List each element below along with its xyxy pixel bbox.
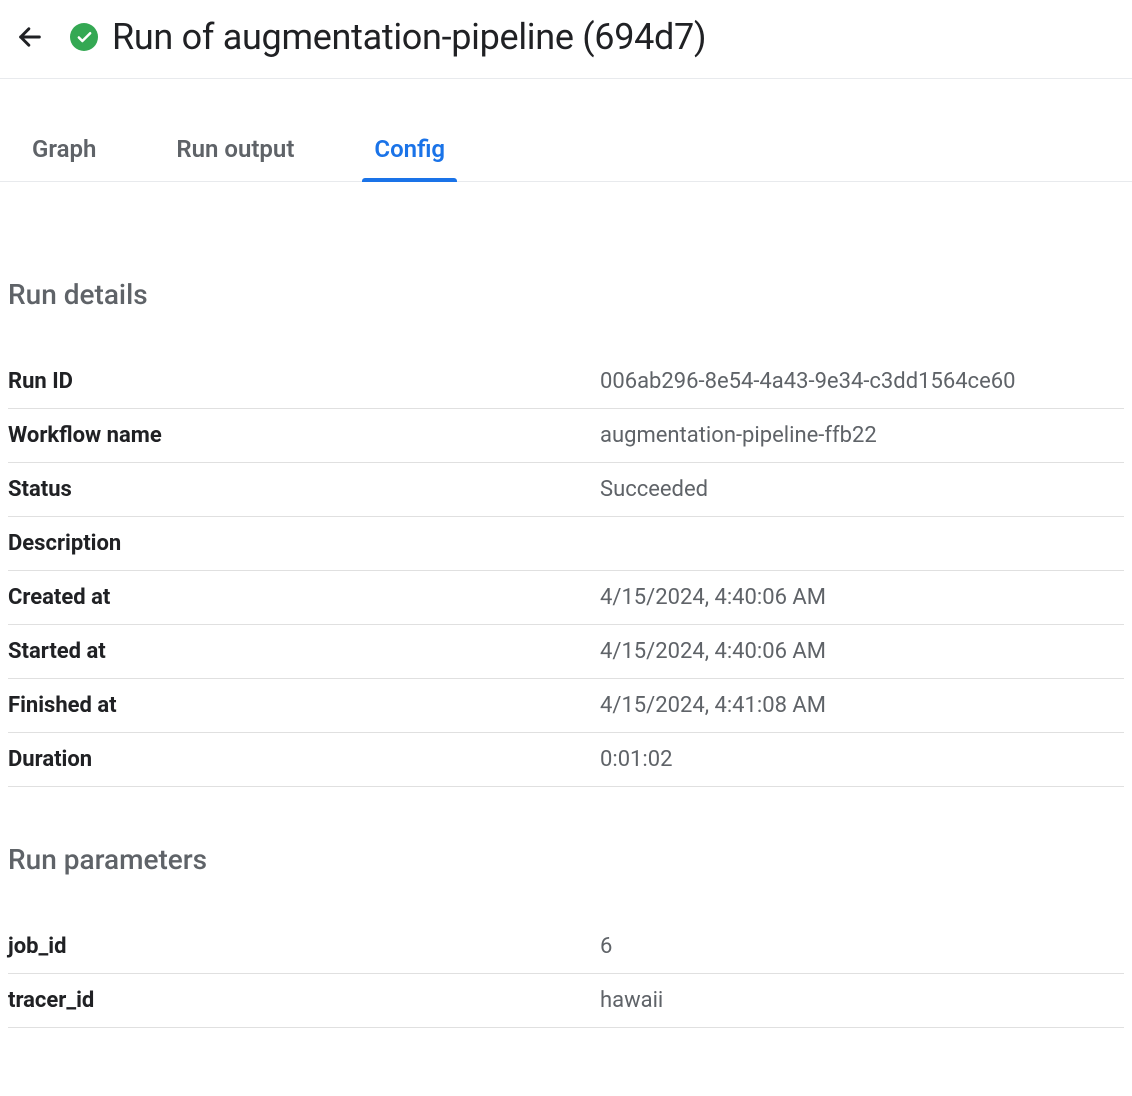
page-title: Run of augmentation-pipeline (694d7) bbox=[112, 16, 706, 58]
section-title-run-parameters: Run parameters bbox=[8, 843, 1124, 876]
detail-val: hawaii bbox=[600, 988, 663, 1013]
detail-row-started-at: Started at 4/15/2024, 4:40:06 AM bbox=[8, 625, 1124, 679]
tabs-bar: Graph Run output Config bbox=[0, 119, 1132, 182]
detail-key: tracer_id bbox=[8, 988, 600, 1013]
detail-val: 006ab296-8e54-4a43-9e34-c3dd1564ce60 bbox=[600, 369, 1015, 394]
detail-key: Status bbox=[8, 477, 600, 502]
detail-row-description: Description bbox=[8, 517, 1124, 571]
tab-graph[interactable]: Graph bbox=[28, 119, 100, 181]
detail-key: job_id bbox=[8, 934, 600, 959]
detail-key: Started at bbox=[8, 639, 600, 664]
status-success-icon bbox=[70, 23, 98, 51]
detail-row-tracer-id: tracer_id hawaii bbox=[8, 974, 1124, 1028]
page-header: Run of augmentation-pipeline (694d7) bbox=[0, 0, 1132, 79]
detail-val: 4/15/2024, 4:40:06 AM bbox=[600, 639, 826, 664]
detail-row-duration: Duration 0:01:02 bbox=[8, 733, 1124, 787]
detail-key: Description bbox=[8, 531, 600, 556]
config-content: Run details Run ID 006ab296-8e54-4a43-9e… bbox=[0, 278, 1132, 1028]
detail-row-workflow-name: Workflow name augmentation-pipeline-ffb2… bbox=[8, 409, 1124, 463]
detail-row-created-at: Created at 4/15/2024, 4:40:06 AM bbox=[8, 571, 1124, 625]
tab-config[interactable]: Config bbox=[370, 119, 449, 181]
tab-run-output[interactable]: Run output bbox=[172, 119, 298, 181]
detail-row-job-id: job_id 6 bbox=[8, 920, 1124, 974]
check-icon bbox=[76, 29, 93, 46]
detail-val: augmentation-pipeline-ffb22 bbox=[600, 423, 877, 448]
detail-val: 4/15/2024, 4:41:08 AM bbox=[600, 693, 826, 718]
detail-row-finished-at: Finished at 4/15/2024, 4:41:08 AM bbox=[8, 679, 1124, 733]
arrow-left-icon bbox=[16, 23, 44, 51]
detail-key: Workflow name bbox=[8, 423, 600, 448]
detail-val: 0:01:02 bbox=[600, 747, 672, 772]
back-button[interactable] bbox=[12, 19, 48, 55]
detail-val: 6 bbox=[600, 934, 612, 959]
section-title-run-details: Run details bbox=[8, 278, 1124, 311]
detail-key: Created at bbox=[8, 585, 600, 610]
detail-row-run-id: Run ID 006ab296-8e54-4a43-9e34-c3dd1564c… bbox=[8, 355, 1124, 409]
detail-val: Succeeded bbox=[600, 477, 708, 502]
detail-key: Run ID bbox=[8, 369, 600, 394]
detail-row-status: Status Succeeded bbox=[8, 463, 1124, 517]
detail-val: 4/15/2024, 4:40:06 AM bbox=[600, 585, 826, 610]
detail-key: Duration bbox=[8, 747, 600, 772]
detail-key: Finished at bbox=[8, 693, 600, 718]
